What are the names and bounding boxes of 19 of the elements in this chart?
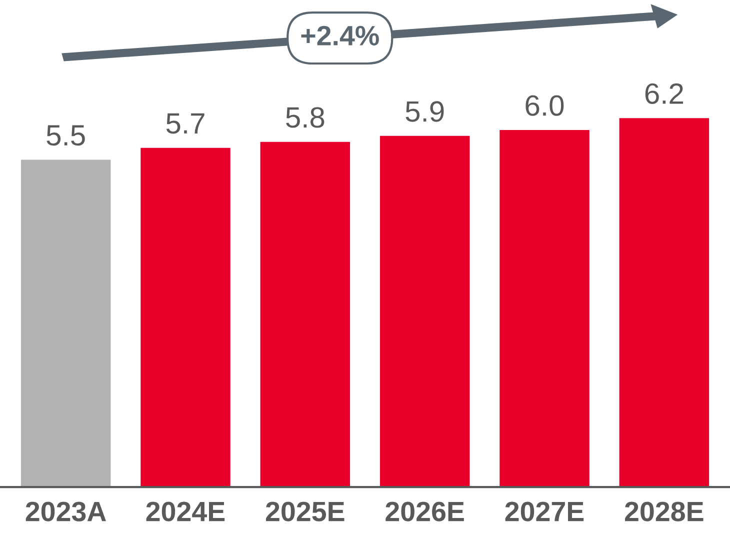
data-label: 5.7: [166, 113, 204, 134]
x-tick-label: 2025E: [266, 502, 344, 522]
bar: [380, 136, 470, 488]
bar: [500, 130, 590, 488]
data-label: 6.2: [645, 83, 683, 104]
x-tick-label: 2024E: [146, 502, 225, 522]
bar: [140, 148, 230, 488]
data-label: 5.5: [46, 125, 85, 146]
x-tick-label: 2028E: [624, 502, 704, 522]
bar: [260, 142, 350, 488]
data-label: 5.8: [286, 107, 324, 128]
bar: [619, 118, 710, 488]
x-tick-label: 2026E: [386, 502, 464, 522]
x-tick-label: 2023A: [26, 502, 106, 522]
bar: [20, 160, 111, 488]
data-label: 5.9: [406, 101, 444, 122]
x-tick-label: 2027E: [505, 502, 584, 522]
text: +2.4%: [301, 26, 379, 46]
data-label: 6.0: [526, 95, 564, 116]
